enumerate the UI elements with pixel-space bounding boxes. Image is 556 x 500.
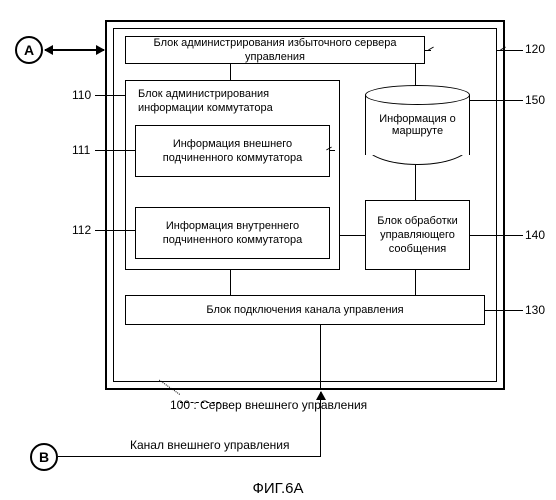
box-130-text: Блок подключения канала управления [206,303,403,317]
leader-110 [95,95,125,96]
box-120-tick-left [425,50,431,51]
box-120-text: Блок администрирования избыточного серве… [130,36,420,65]
line-b-vertical-arrow [320,392,321,457]
node-b-circle: B [30,443,58,471]
box-112-text: Информация внутреннего подчиненного комм… [140,219,325,248]
line-130-out [320,325,321,390]
caption-100: 100 : Сервер внешнего управления [170,398,367,412]
label-130: 130 [525,303,545,317]
line-150-to-140 [415,165,416,200]
line-120-to-110 [230,64,231,80]
label-140: 140 [525,228,545,242]
box-redundant-admin: Блок администрирования избыточного серве… [125,36,425,64]
box-external-slave-switch: Информация внешнего подчиненного коммута… [135,125,330,177]
box-control-channel-conn: Блок подключения канала управления [125,295,485,325]
figure-label: ФИГ.6A [0,480,556,497]
line-140-to-130 [415,270,416,295]
caption-100-text: Сервер внешнего управления [200,398,367,412]
db-route-info: Информация о маршруте [365,85,470,155]
label-150: 150 [525,93,545,107]
channel-label: Канал внешнего управления [130,438,289,452]
node-a-circle: A [15,36,43,64]
leader-120 [505,50,523,51]
arrow-a-to-120 [45,49,104,51]
box-120-tick-right [497,50,503,51]
line-b-horizontal [58,456,321,457]
db-150-text: Информация о маршруте [366,113,469,137]
label-111: 111 [72,143,90,157]
db-top [365,85,470,105]
line-120-to-150 [415,64,416,86]
leader-130 [485,310,523,311]
leader-140 [470,235,523,236]
box-140-text: Блок обработки управляющего сообщения [370,214,465,257]
leader-150 [470,100,523,101]
caption-100-ref: 100 [170,398,190,412]
line-110-to-140-h [340,235,365,236]
box-internal-slave-switch: Информация внутреннего подчиненного комм… [135,207,330,259]
leader-111 [95,150,135,151]
box-111-tick [329,150,335,151]
label-112: 112 [72,223,91,237]
box-control-msg-processing: Блок обработки управляющего сообщения [365,200,470,270]
label-110: 110 [72,88,91,102]
label-120: 120 [525,42,545,56]
box-110-text: Блок администрирования информации коммут… [130,87,335,116]
box-111-text: Информация внешнего подчиненного коммута… [140,137,325,166]
leader-112 [95,230,135,231]
line-110-to-130 [230,270,231,295]
